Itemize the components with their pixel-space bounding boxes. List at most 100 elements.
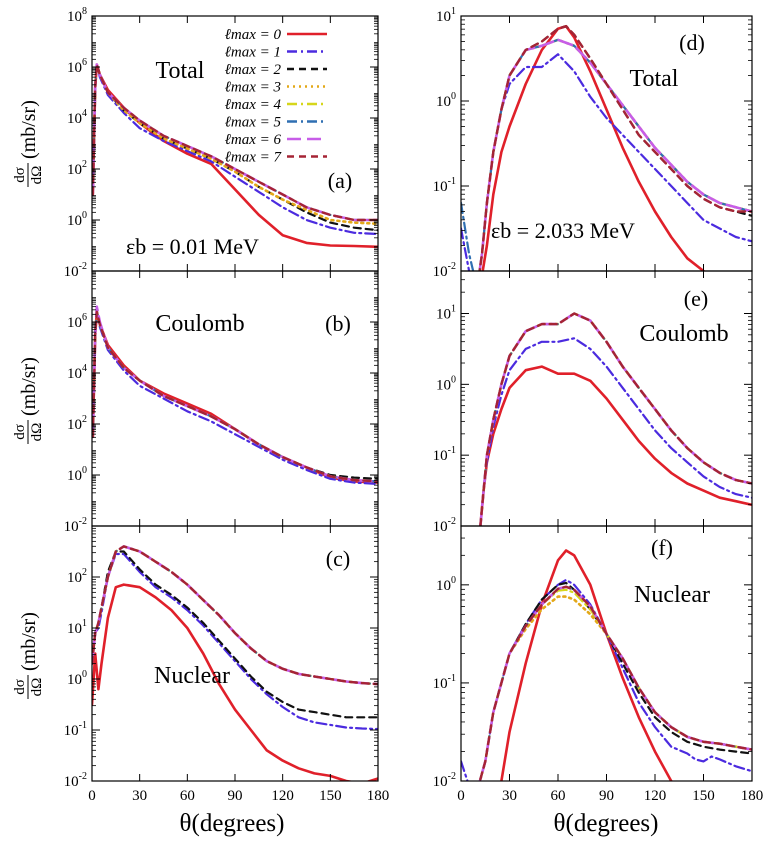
y-tick-label: 100: [67, 465, 87, 484]
y-tick-label: 101: [67, 618, 87, 637]
series-line-lmax-5: [461, 38, 752, 271]
y-tick-base: 10: [67, 111, 82, 127]
panel-label: (c): [326, 546, 350, 571]
y-tick-label: 100: [67, 669, 87, 688]
legend-label: ℓmax = 2: [225, 62, 282, 78]
x-tick-label: 180: [741, 788, 764, 804]
legend-entry: ℓmax = 7: [225, 150, 327, 166]
y-axis-label-numerator: dσ: [12, 679, 28, 695]
binding-energy-annotation: εb = 2.033 MeV: [491, 218, 635, 243]
x-tick-label: 120: [644, 788, 667, 804]
y-tick-base: 10: [436, 307, 451, 323]
y-tick-exp: -1: [79, 720, 87, 731]
legend-label: ℓmax = 0: [225, 27, 282, 43]
y-tick-exp: 6: [82, 57, 87, 68]
y-tick-base: 10: [67, 213, 82, 229]
y-tick-exp: 0: [451, 374, 456, 385]
panel-label: (a): [328, 168, 352, 193]
x-tick-label: 120: [271, 788, 294, 804]
y-tick-label: 10-2: [433, 261, 456, 280]
y-tick-exp: -2: [79, 771, 87, 782]
y-tick-exp: 0: [82, 465, 87, 476]
y-tick-exp: 8: [82, 6, 87, 17]
series-line-lmax-7: [478, 25, 752, 271]
y-tick-exp: 0: [451, 91, 456, 102]
series-line-lmax-1: [92, 552, 378, 731]
series-line-lmax-3: [478, 38, 752, 271]
y-tick-label: 100: [436, 575, 456, 594]
y-tick-label: 101: [436, 6, 456, 25]
y-axis-label-numerator: dσ: [12, 424, 28, 440]
x-tick-label: 150: [692, 788, 715, 804]
series-line-lmax-0: [500, 549, 674, 781]
y-tick-base: 10: [436, 94, 451, 110]
y-tick-label: 104: [67, 108, 87, 127]
legend-entry: ℓmax = 4: [225, 97, 327, 113]
y-tick-label: 10-1: [433, 176, 456, 195]
y-tick-label: 102: [67, 414, 87, 433]
y-tick-label: 10-1: [64, 720, 87, 739]
y-axis-label-denominator: dΩ: [29, 678, 45, 697]
x-tick-label: 90: [228, 788, 243, 804]
y-axis-label-denominator: dΩ: [29, 166, 45, 185]
y-tick-label: 102: [67, 567, 87, 586]
series-line-lmax-4: [92, 310, 378, 483]
series-line-lmax-0: [481, 24, 706, 271]
y-tick-exp: 4: [82, 363, 87, 374]
legend-entry: ℓmax = 6: [225, 132, 327, 148]
y-tick-exp: -2: [448, 516, 456, 527]
series-line-lmax-0: [92, 583, 378, 781]
panel-label: (d): [679, 30, 705, 55]
series-line-lmax-1: [461, 53, 752, 271]
panel-title: Nuclear: [154, 663, 230, 689]
y-tick-label: 10-2: [433, 516, 456, 535]
y-axis-label-numerator: dσ: [12, 167, 28, 183]
y-tick-exp: 2: [82, 414, 87, 425]
legend-label: ℓmax = 7: [225, 150, 283, 166]
y-tick-base: 10: [67, 60, 82, 76]
y-axis-label-unit: (mb/sr): [18, 612, 40, 671]
y-tick-label: 102: [67, 159, 87, 178]
x-tick-label: 60: [551, 788, 566, 804]
y-axis-label-denominator: dΩ: [29, 423, 45, 442]
legend-entry: ℓmax = 5: [225, 115, 327, 131]
y-tick-label: 100: [436, 91, 456, 110]
series-line-lmax-7: [478, 585, 752, 781]
series-line-lmax-1: [92, 310, 378, 485]
y-tick-label: 10-2: [64, 261, 87, 280]
y-tick-base: 10: [67, 366, 82, 382]
panel-label: (b): [325, 311, 351, 336]
x-tick-label: 60: [180, 788, 195, 804]
legend-entry: ℓmax = 1: [225, 45, 327, 61]
y-tick-base: 10: [433, 519, 448, 535]
y-tick-exp: -2: [79, 261, 87, 272]
legend-label: ℓmax = 4: [225, 97, 282, 113]
y-tick-exp: 2: [82, 159, 87, 170]
y-tick-base: 10: [67, 9, 82, 25]
legend-label: ℓmax = 3: [225, 80, 281, 96]
series-line-lmax-2: [478, 25, 752, 271]
series-line-lmax-7: [92, 310, 378, 483]
panel-label: (e): [684, 286, 708, 311]
y-tick-exp: 2: [82, 567, 87, 578]
series-group: [461, 549, 752, 781]
x-tick-label: 90: [599, 788, 614, 804]
y-tick-base: 10: [436, 377, 451, 393]
legend-entry: ℓmax = 3: [225, 80, 327, 96]
axis-labels: θ(degrees) θ(degrees)dσ dΩ(mb/sr)dσ dΩ(mb/s…: [12, 100, 658, 837]
panel-title: Total: [156, 58, 205, 84]
panel-label: (f): [651, 535, 673, 560]
y-tick-base: 10: [67, 621, 82, 637]
series-line-lmax-0: [92, 310, 378, 484]
y-tick-exp: -2: [448, 771, 456, 782]
y-tick-exp: -1: [448, 445, 456, 456]
y-tick-exp: -2: [79, 516, 87, 527]
y-tick-base: 10: [67, 672, 82, 688]
